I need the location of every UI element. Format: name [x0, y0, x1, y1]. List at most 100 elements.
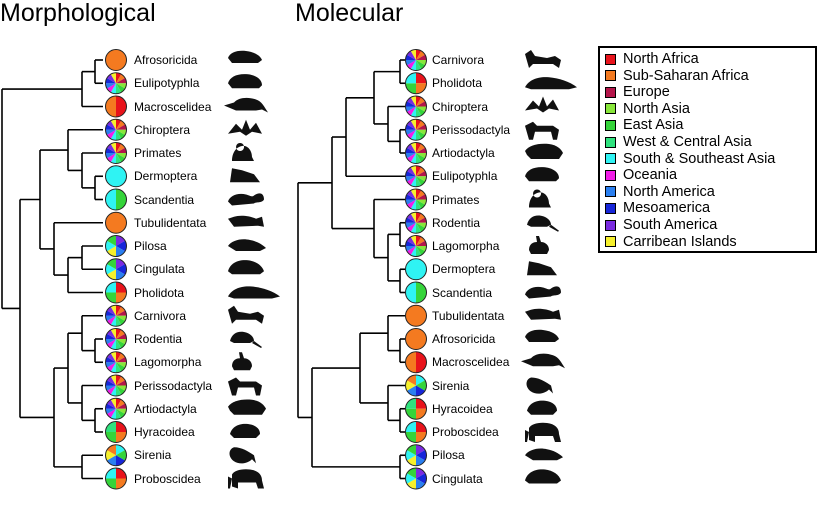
pie-slice [106, 362, 116, 372]
pie-slice [106, 408, 116, 418]
pie-slice [406, 199, 416, 209]
pie-slice [416, 199, 427, 205]
pie-slice [106, 306, 116, 316]
tip-label: Perissodactyla [432, 122, 511, 137]
pie-slice [116, 310, 127, 316]
pie-tubulidentata [405, 304, 427, 327]
aardvark-silhouette [228, 215, 264, 227]
pie-slice [416, 199, 422, 210]
pie-slice [405, 473, 416, 484]
pie-slice [105, 478, 116, 489]
pie-slice [110, 339, 116, 350]
pie-lagomorpha [405, 235, 427, 257]
pie-slice [116, 385, 122, 396]
pie-slice [416, 222, 422, 234]
fox-silhouette [228, 305, 264, 324]
pie-slice [416, 176, 422, 187]
pie-slice [116, 329, 126, 339]
pie-slice [405, 282, 416, 303]
legend-label: Oceania [623, 167, 678, 184]
pie-slice [416, 189, 422, 200]
treeshrew-silhouette [525, 286, 561, 299]
tip-label: Artiodactyla [432, 146, 495, 160]
pie-slice [105, 385, 116, 391]
pie-slice [116, 362, 126, 372]
pie-sirenia [405, 374, 427, 397]
pie-slice [116, 147, 127, 153]
legend-item: North America [605, 184, 715, 200]
pie-outline [105, 444, 127, 467]
pie-slice [410, 142, 416, 153]
pie-outline [405, 188, 427, 211]
pie-slice [110, 153, 116, 164]
pie-outline [105, 211, 127, 234]
elephant-shrew-silhouette [521, 353, 565, 369]
pie-slice [116, 240, 127, 252]
pie-outline [405, 421, 427, 443]
treeshrew-silhouette [228, 193, 264, 206]
pie-slice [416, 217, 427, 223]
pie-slice [116, 385, 126, 395]
legend-label: West & Central Asia [623, 134, 752, 150]
pie-slice [116, 153, 126, 163]
pie-rodentia [105, 328, 127, 350]
manatee-silhouette [229, 447, 256, 464]
molecular-title: Molecular [295, 0, 404, 27]
pie-slice [110, 385, 116, 396]
pie-outline [405, 281, 427, 304]
pie-slice [105, 153, 116, 159]
pie-slice [116, 153, 127, 159]
legend-swatch [605, 202, 616, 214]
tip-label: Dermoptera [432, 262, 496, 277]
pie-slice [116, 78, 127, 84]
pie-slice [105, 339, 116, 345]
pie-slice [406, 213, 416, 223]
legend-swatch [605, 219, 616, 231]
pie-slice [416, 143, 426, 153]
pie-slice [106, 129, 116, 139]
pie-slice [416, 176, 427, 182]
tip-label: Eulipotyphla [134, 76, 200, 91]
pie-slice [416, 129, 426, 139]
tip-label: Chiroptera [134, 122, 191, 137]
pie-slice [105, 408, 116, 414]
pie-slice [106, 385, 116, 395]
pie-macroscelidea [105, 95, 127, 118]
pie-slice [416, 421, 427, 432]
legend-swatch [605, 153, 616, 165]
manatee-silhouette [526, 377, 553, 394]
pie-afrosoricida [105, 49, 127, 71]
pie-slice [416, 408, 427, 420]
pie-slice [116, 74, 126, 84]
pie-slice [405, 106, 416, 112]
pie-slice [416, 147, 427, 153]
pie-slice [406, 106, 416, 116]
tip-label: Carnivora [432, 53, 485, 67]
hedgehog-silhouette [525, 167, 559, 182]
pie-slice [116, 142, 122, 153]
pie-slice [406, 222, 416, 232]
pie-slice [116, 305, 122, 316]
tip-label: Artiodactyla [134, 401, 197, 416]
legend-item: Europe [605, 84, 670, 100]
pie-slice [116, 282, 127, 293]
pie-proboscidea [105, 467, 127, 490]
pie-slice [405, 194, 416, 200]
pie-slice [416, 153, 422, 164]
pie-slice [416, 398, 427, 409]
pie-slice [416, 106, 422, 117]
pie-outline [105, 374, 127, 397]
tenrec-silhouette [228, 50, 262, 63]
pie-slice [410, 199, 416, 210]
pie-slice [105, 357, 116, 363]
pie-slice [105, 147, 116, 153]
pie-slice [416, 190, 426, 200]
pie-slice [406, 153, 416, 163]
pie-artiodactyla [405, 142, 427, 164]
pie-slice [110, 72, 116, 84]
anteater-silhouette [228, 239, 266, 251]
pie-slice [416, 246, 426, 256]
legend-swatch [605, 136, 616, 148]
pie-slice [116, 120, 126, 130]
